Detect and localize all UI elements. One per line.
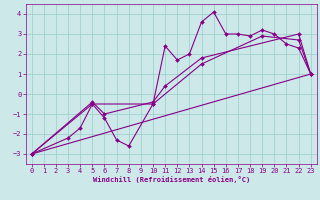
X-axis label: Windchill (Refroidissement éolien,°C): Windchill (Refroidissement éolien,°C) [92,176,250,183]
